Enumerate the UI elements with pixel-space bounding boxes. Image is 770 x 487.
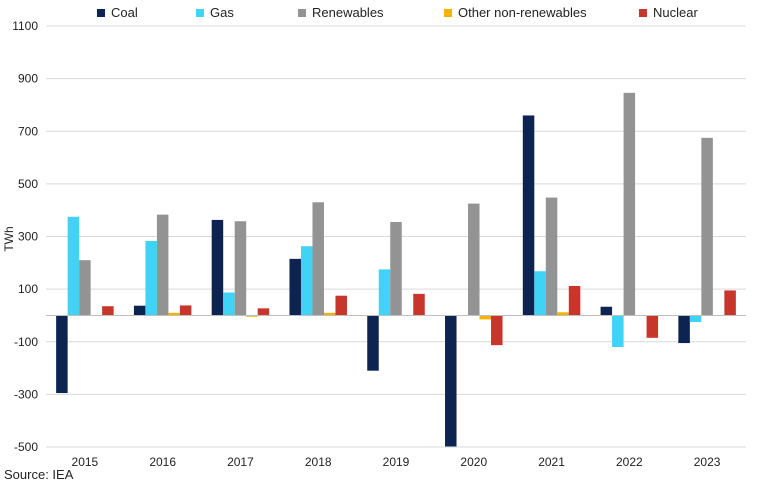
y-tick-label: 500 (18, 177, 38, 191)
bar-coal-2019 (367, 315, 379, 371)
bar-renewables-2023 (701, 137, 713, 316)
legend-item-gas: Gas (196, 5, 234, 20)
bar-gas-2018 (300, 246, 313, 316)
bar-renewables-2015 (79, 260, 91, 316)
bar-nuclear-2015 (102, 306, 114, 316)
bar-other-non-renewables-2017 (246, 315, 258, 317)
bar-other-non-renewables-2018 (323, 312, 336, 316)
x-tick-label: 2019 (383, 455, 410, 469)
legend-item-renewables: Renewables (298, 5, 384, 20)
bar-gas-2019 (378, 269, 391, 316)
y-tick-label: 1100 (12, 19, 38, 33)
legend-label-nuclear: Nuclear (653, 5, 698, 20)
legend-swatch-renewables (298, 8, 306, 17)
bar-coal-2015 (56, 315, 68, 394)
x-tick-label: 2017 (227, 455, 254, 469)
y-tick-label: -100 (14, 335, 38, 349)
bar-other-non-renewables-2020 (479, 315, 492, 320)
bar-nuclear-2017 (257, 308, 270, 316)
bar-renewables-2016 (156, 214, 169, 316)
bar-gas-2017 (223, 292, 235, 316)
bar-nuclear-2020 (491, 315, 503, 346)
bar-gas-2021 (534, 271, 546, 316)
bar-nuclear-2022 (646, 315, 659, 338)
bar-coal-2022 (600, 306, 613, 316)
y-tick-label: 700 (18, 124, 38, 138)
x-tick-label: 2023 (694, 455, 721, 469)
source-note: Source: IEA (4, 467, 74, 482)
bar-renewables-2017 (234, 221, 247, 316)
legend-label-gas: Gas (210, 5, 234, 20)
bar-nuclear-2016 (179, 305, 192, 316)
bar-coal-2017 (211, 219, 224, 316)
legend-swatch-gas (196, 8, 204, 17)
bar-renewables-2022 (623, 92, 636, 316)
bar-renewables-2019 (390, 222, 402, 316)
x-tick-label: 2022 (616, 455, 643, 469)
legend-swatch-nuclear (639, 8, 647, 17)
bar-gas-2023 (689, 315, 702, 323)
bar-renewables-2021 (545, 197, 558, 316)
bar-renewables-2018 (312, 202, 324, 316)
x-tick-label: 2018 (305, 455, 332, 469)
y-tick-label: -500 (14, 440, 38, 454)
bar-renewables-2020 (468, 203, 480, 316)
legend: Coal Gas Renewables Other non-renewables… (0, 5, 770, 25)
bar-nuclear-2023 (724, 290, 736, 316)
y-tick-label: -300 (14, 387, 38, 401)
bar-gas-2016 (145, 240, 157, 316)
bar-gas-2015 (67, 216, 80, 316)
legend-swatch-other-non-renewables (444, 8, 452, 17)
bar-gas-2022 (612, 315, 624, 348)
bar-coal-2020 (445, 315, 457, 447)
legend-item-other-non-renewables: Other non-renewables (444, 5, 587, 20)
bar-nuclear-2019 (413, 293, 425, 316)
legend-label-renewables: Renewables (312, 5, 384, 20)
legend-label-other-non-renewables: Other non-renewables (458, 5, 587, 20)
legend-swatch-coal (97, 8, 105, 17)
x-tick-label: 2021 (538, 455, 565, 469)
bar-other-non-renewables-2021 (557, 312, 569, 316)
y-tick-label: 300 (18, 230, 38, 244)
bar-nuclear-2021 (568, 285, 581, 316)
bar-coal-2018 (289, 258, 301, 316)
bar-coal-2023 (678, 315, 690, 344)
legend-item-nuclear: Nuclear (639, 5, 698, 20)
x-tick-label: 2015 (72, 455, 99, 469)
y-tick-label: 100 (18, 282, 38, 296)
bar-nuclear-2018 (335, 295, 347, 316)
bar-coal-2021 (522, 115, 535, 316)
legend-label-coal: Coal (111, 5, 138, 20)
bar-coal-2016 (133, 305, 146, 316)
bar-other-non-renewables-2016 (168, 312, 180, 316)
x-tick-label: 2016 (149, 455, 176, 469)
y-tick-label: 900 (18, 72, 38, 86)
x-tick-label: 2020 (460, 455, 487, 469)
legend-item-coal: Coal (97, 5, 138, 20)
